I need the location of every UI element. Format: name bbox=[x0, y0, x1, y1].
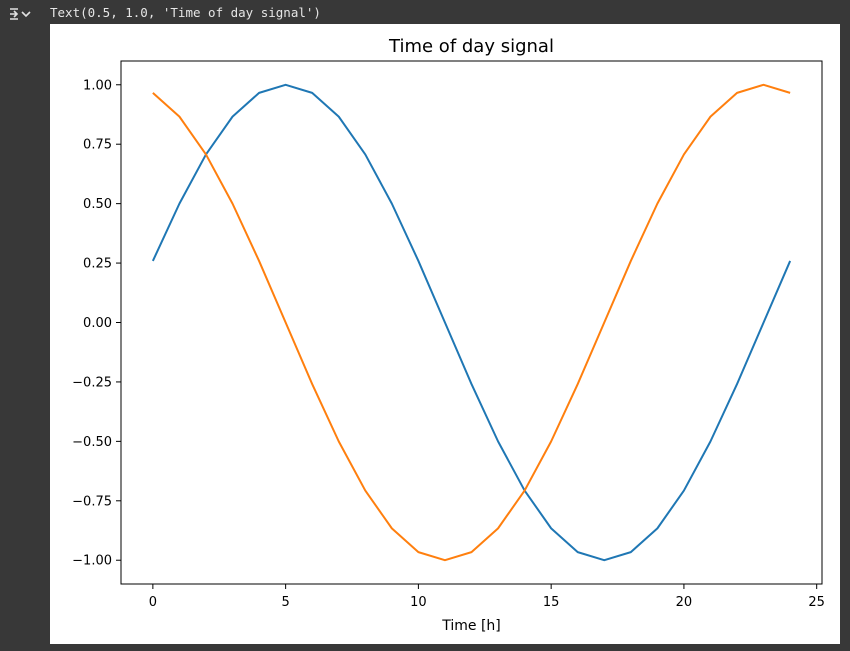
y-tick-label: 0.75 bbox=[83, 138, 112, 153]
x-tick-label: 10 bbox=[410, 595, 427, 610]
y-tick-label: 0.00 bbox=[83, 316, 112, 331]
y-tick-label: −0.50 bbox=[72, 435, 112, 450]
output-toggle-button[interactable] bbox=[6, 4, 36, 24]
y-tick-label: 0.25 bbox=[83, 257, 112, 272]
x-tick-label: 20 bbox=[676, 595, 693, 610]
y-tick-label: −0.75 bbox=[72, 494, 112, 509]
line-chart: Time of day signal 0 5 10 15 20 25 1.00 0.75 0.5… bbox=[72, 36, 825, 634]
y-tick-label: 0.50 bbox=[83, 197, 112, 212]
y-tick-label: −0.25 bbox=[72, 375, 112, 390]
cell-output-text: Text(0.5, 1.0, 'Time of day signal') bbox=[50, 5, 321, 20]
chart-figure: Time of day signal 0 5 10 15 20 25 1.00 0.75 0.5… bbox=[50, 24, 840, 644]
x-axis-label: Time [h] bbox=[441, 618, 501, 634]
series-line-2 bbox=[152, 83, 791, 562]
y-tick-label: −1.00 bbox=[72, 554, 112, 569]
x-tick-label: 15 bbox=[543, 595, 560, 610]
x-tick-label: 25 bbox=[808, 595, 825, 610]
plot-frame bbox=[120, 60, 823, 585]
x-tick-label: 5 bbox=[281, 595, 289, 610]
series-line-1 bbox=[151, 83, 792, 562]
chart-title: Time of day signal bbox=[388, 36, 554, 57]
x-tick-label: 0 bbox=[149, 595, 157, 610]
output-collapse-icon bbox=[10, 8, 31, 20]
y-tick-label: 1.00 bbox=[83, 78, 112, 93]
